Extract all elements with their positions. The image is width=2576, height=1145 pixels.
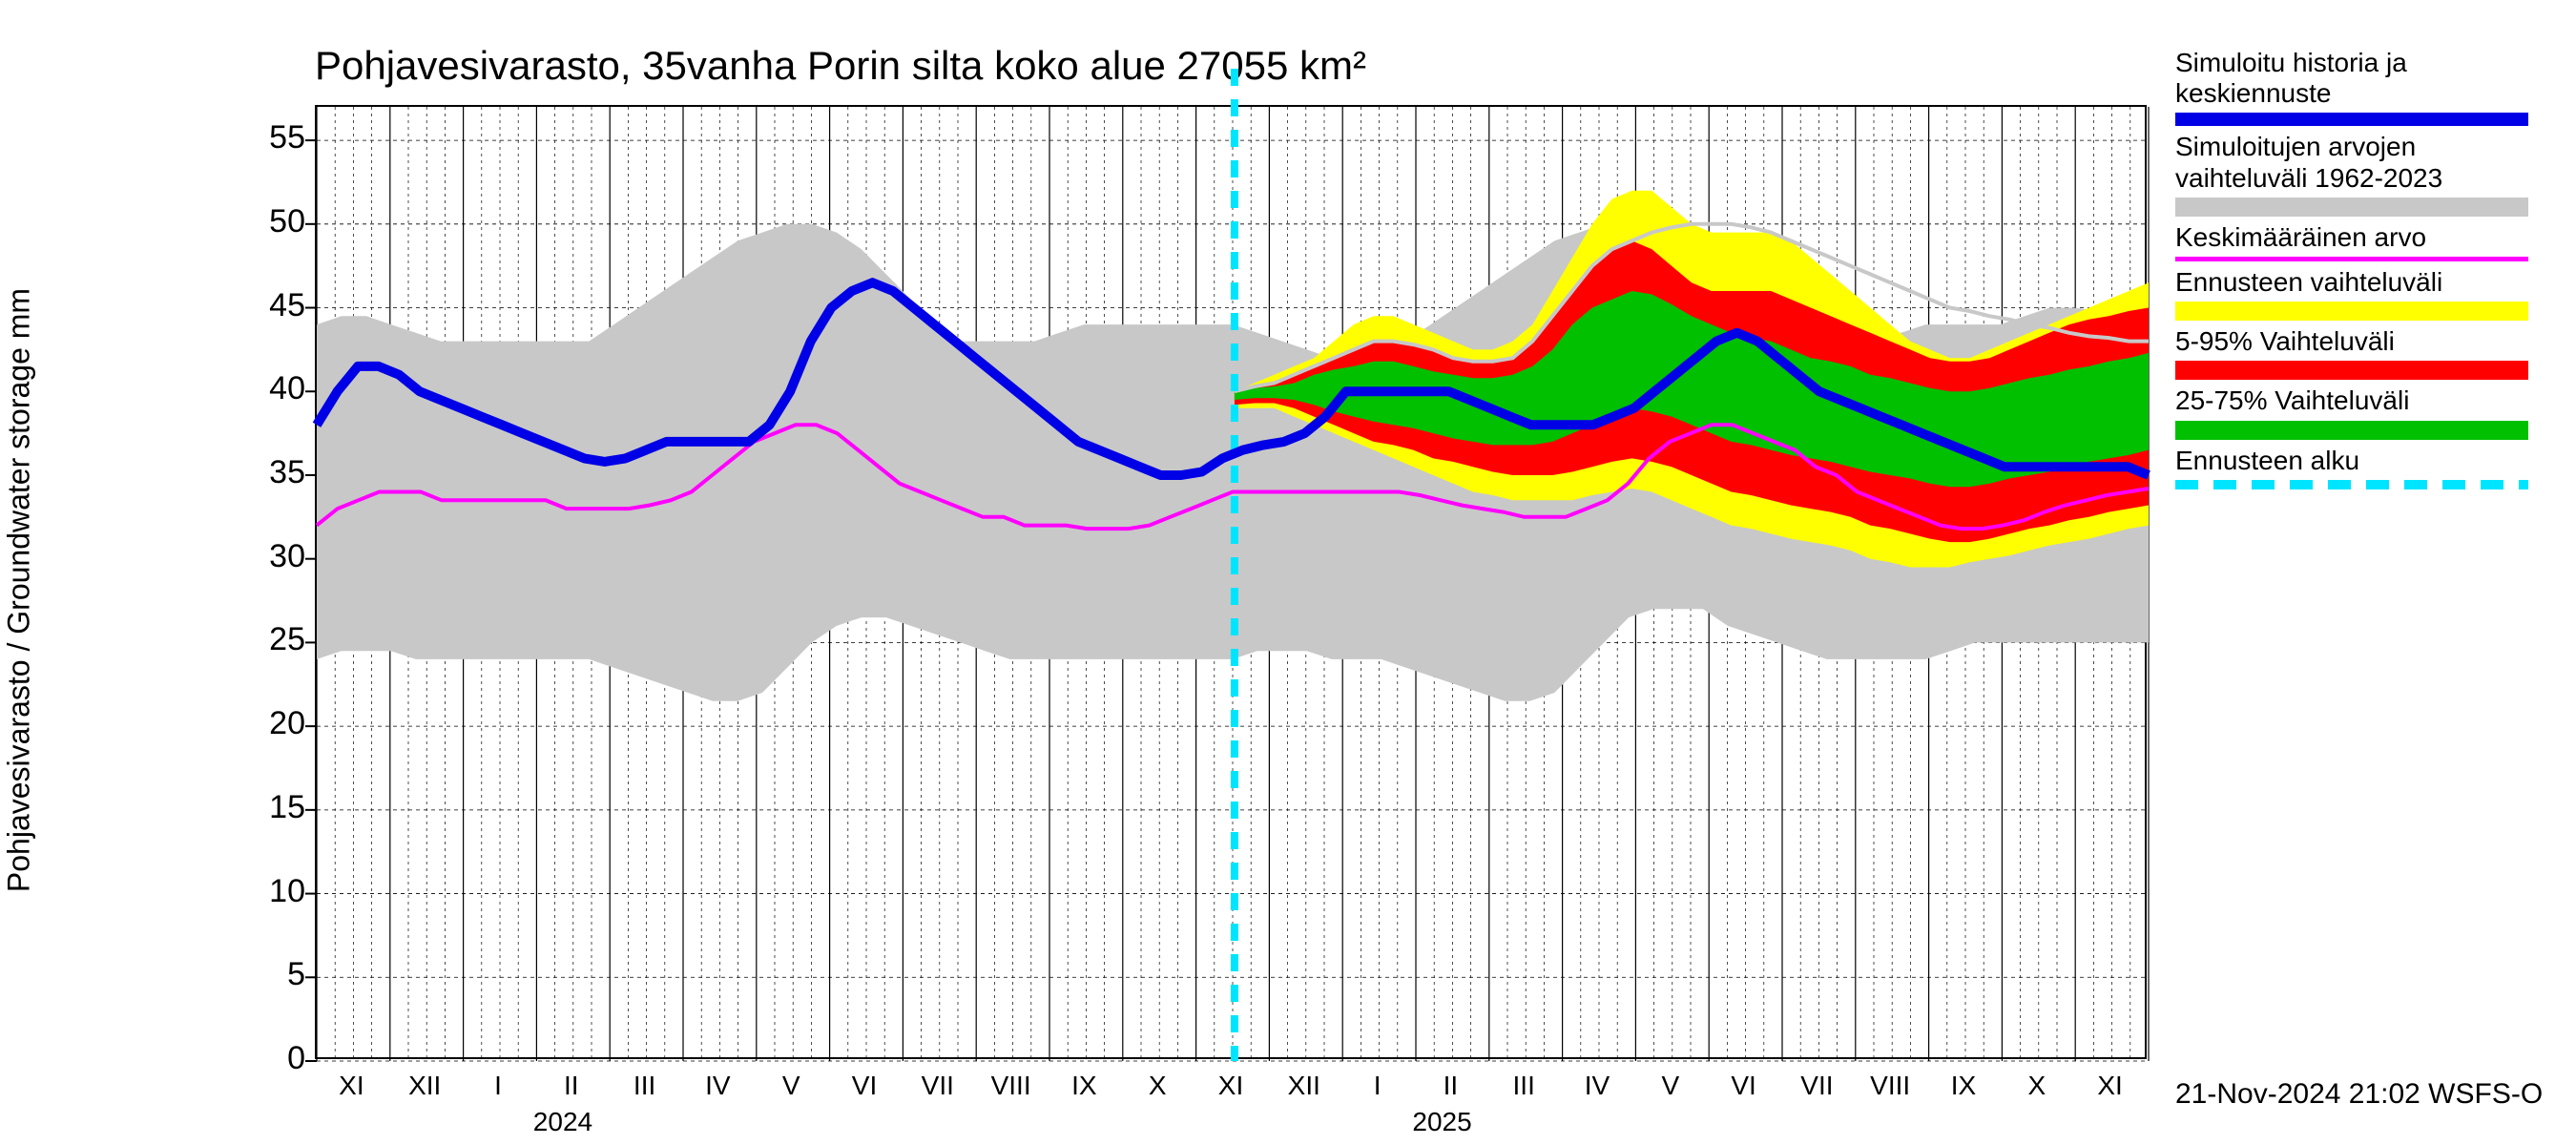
y-tick-label: 35 (239, 454, 305, 491)
x-tick-label: XII (408, 1071, 441, 1101)
legend-item: Simuloitu historia ja keskiennuste (2175, 48, 2528, 126)
legend-swatch (2175, 257, 2528, 261)
y-tick-label: 50 (239, 203, 305, 240)
y-tick-label: 20 (239, 705, 305, 742)
y-tick-label: 40 (239, 370, 305, 407)
legend-swatch (2175, 421, 2528, 440)
x-tick-label: IV (1585, 1071, 1610, 1101)
x-tick-label: III (634, 1071, 655, 1101)
legend-item: Keskimääräinen arvo (2175, 222, 2528, 261)
y-tick-label: 25 (239, 621, 305, 658)
x-tick-label: XI (1218, 1071, 1243, 1101)
x-tick-label: VIII (1870, 1071, 1910, 1101)
x-tick-label: XI (2097, 1071, 2122, 1101)
year-label: 2024 (533, 1107, 592, 1137)
legend-label: Ennusteen alku (2175, 446, 2528, 476)
timestamp-label: 21-Nov-2024 21:02 WSFS-O (2175, 1078, 2543, 1111)
legend-swatch (2175, 198, 2528, 217)
plot-svg (317, 107, 2145, 1057)
y-tick-label: 5 (239, 956, 305, 993)
x-tick-label: XI (339, 1071, 364, 1101)
y-tick-label: 10 (239, 873, 305, 910)
legend-item: 5-95% Vaihteluväli (2175, 326, 2528, 380)
legend-label: 25-75% Vaihteluväli (2175, 385, 2528, 416)
legend-item: Ennusteen vaihteluväli (2175, 267, 2528, 321)
x-tick-label: IX (1951, 1071, 1976, 1101)
x-tick-label: VIII (991, 1071, 1031, 1101)
legend-label: Keskimääräinen arvo (2175, 222, 2528, 253)
y-axis-label: Pohjavesivarasto / Groundwater storage m… (2, 288, 37, 892)
year-label: 2025 (1412, 1107, 1471, 1137)
legend-label: Ennusteen vaihteluväli (2175, 267, 2528, 298)
x-tick-label: VI (852, 1071, 877, 1101)
legend-item: Ennusteen alku (2175, 446, 2528, 489)
chart-title: Pohjavesivarasto, 35vanha Porin silta ko… (315, 43, 1366, 89)
y-tick-label: 45 (239, 287, 305, 324)
legend-swatch (2175, 302, 2528, 321)
legend-item: Simuloitujen arvojen vaihteluväli 1962-2… (2175, 132, 2528, 216)
x-tick-label: IX (1071, 1071, 1096, 1101)
x-tick-label: XII (1288, 1071, 1320, 1101)
legend-swatch (2175, 480, 2528, 489)
x-tick-label: IV (705, 1071, 730, 1101)
legend-swatch (2175, 113, 2528, 126)
chart-container: Pohjavesivarasto / Groundwater storage m… (0, 0, 2576, 1145)
y-tick-label: 30 (239, 538, 305, 575)
legend-label: 5-95% Vaihteluväli (2175, 326, 2528, 357)
x-tick-label: I (494, 1071, 502, 1101)
x-tick-label: VII (922, 1071, 954, 1101)
x-tick-label: II (1444, 1071, 1459, 1101)
x-tick-label: X (2027, 1071, 2046, 1101)
legend-label: Simuloitujen arvojen vaihteluväli 1962-2… (2175, 132, 2528, 193)
x-tick-label: III (1513, 1071, 1535, 1101)
legend-label: Simuloitu historia ja keskiennuste (2175, 48, 2528, 109)
legend-item: 25-75% Vaihteluväli (2175, 385, 2528, 439)
x-tick-label: V (782, 1071, 800, 1101)
plot-area (315, 105, 2147, 1059)
legend-swatch (2175, 361, 2528, 380)
y-tick-label: 0 (239, 1040, 305, 1077)
x-tick-label: I (1374, 1071, 1381, 1101)
x-tick-label: X (1149, 1071, 1167, 1101)
legend: Simuloitu historia ja keskiennuste Simulo… (2175, 48, 2528, 495)
x-tick-label: VI (1731, 1071, 1755, 1101)
x-tick-label: V (1661, 1071, 1679, 1101)
x-tick-label: VII (1800, 1071, 1833, 1101)
x-tick-label: II (564, 1071, 579, 1101)
y-tick-label: 15 (239, 789, 305, 826)
y-tick-label: 55 (239, 119, 305, 156)
